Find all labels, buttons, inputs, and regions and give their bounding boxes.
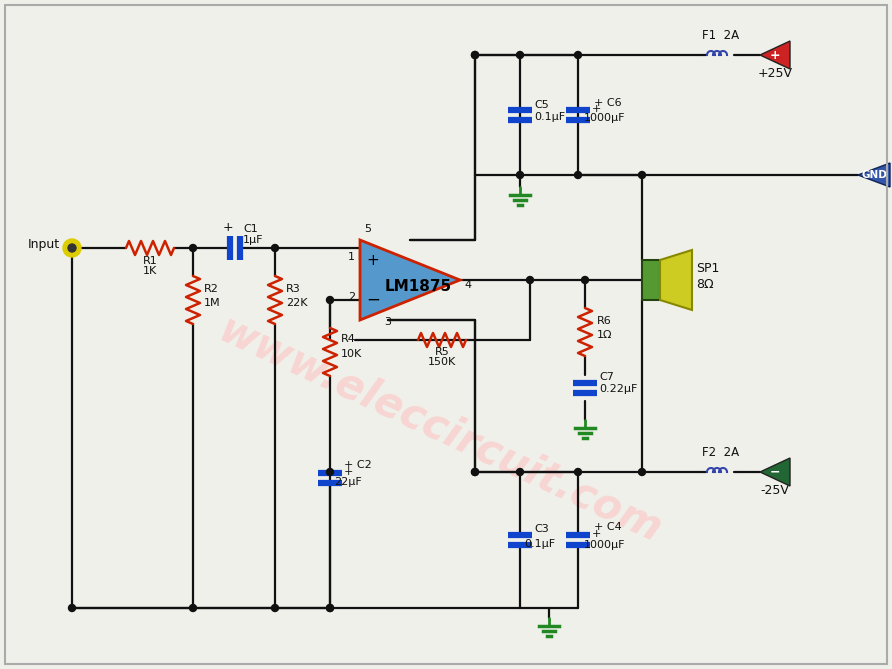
Polygon shape: [760, 458, 790, 486]
Text: C1: C1: [243, 224, 258, 234]
Text: Input: Input: [28, 238, 60, 251]
Circle shape: [472, 52, 478, 58]
Circle shape: [516, 52, 524, 58]
Circle shape: [271, 605, 278, 611]
Text: C7: C7: [599, 372, 614, 382]
Text: 5: 5: [365, 224, 371, 234]
Polygon shape: [760, 41, 790, 69]
Circle shape: [639, 468, 646, 476]
Circle shape: [326, 468, 334, 476]
Text: 10K: 10K: [341, 349, 362, 359]
Text: www.eleccircuit.com: www.eleccircuit.com: [211, 308, 668, 551]
Text: R2: R2: [204, 284, 219, 294]
Text: C5: C5: [534, 100, 549, 110]
Circle shape: [69, 605, 76, 611]
Text: R6: R6: [597, 316, 612, 326]
Circle shape: [472, 52, 478, 58]
Text: SP1: SP1: [696, 262, 719, 275]
Text: R3: R3: [286, 284, 301, 294]
Circle shape: [574, 468, 582, 476]
Text: −: −: [770, 466, 780, 478]
Text: R4: R4: [341, 334, 356, 344]
Text: -25V: -25V: [761, 484, 789, 497]
Polygon shape: [660, 250, 692, 310]
Text: 22μF: 22μF: [334, 477, 362, 487]
Text: F1  2A: F1 2A: [702, 29, 739, 42]
Circle shape: [326, 605, 334, 611]
Circle shape: [326, 605, 334, 611]
Circle shape: [639, 171, 646, 179]
Text: −: −: [366, 291, 380, 309]
Circle shape: [472, 468, 478, 476]
Text: +25V: +25V: [757, 67, 792, 80]
Text: 1K: 1K: [143, 266, 157, 276]
Text: + C4: + C4: [594, 522, 622, 532]
Text: +: +: [770, 48, 780, 62]
Polygon shape: [360, 240, 460, 320]
Text: GND: GND: [861, 170, 887, 180]
Text: +: +: [223, 221, 234, 234]
Text: 1: 1: [348, 252, 355, 262]
Text: 22K: 22K: [286, 298, 308, 308]
Circle shape: [516, 468, 524, 476]
Text: R5: R5: [434, 347, 450, 357]
Text: R1: R1: [143, 256, 157, 266]
Text: 1Ω: 1Ω: [597, 330, 613, 340]
Text: + C2: + C2: [344, 460, 372, 470]
Text: 4: 4: [464, 280, 471, 290]
Text: +: +: [592, 529, 601, 539]
Circle shape: [189, 244, 196, 252]
Text: + C6: + C6: [594, 98, 622, 108]
Circle shape: [574, 171, 582, 179]
Circle shape: [472, 468, 478, 476]
Text: +: +: [592, 104, 601, 114]
Text: 3: 3: [384, 317, 392, 327]
Text: +: +: [367, 252, 379, 268]
Circle shape: [574, 52, 582, 58]
Text: 0.1μF: 0.1μF: [524, 539, 555, 549]
Text: 0.1μF: 0.1μF: [534, 112, 566, 122]
Circle shape: [582, 276, 589, 284]
Circle shape: [526, 276, 533, 284]
Text: C3: C3: [534, 524, 549, 534]
Text: LM1875: LM1875: [384, 278, 451, 294]
Text: 150K: 150K: [428, 357, 456, 367]
Text: 1μF: 1μF: [243, 235, 263, 245]
Text: F2  2A: F2 2A: [702, 446, 739, 459]
Circle shape: [271, 244, 278, 252]
Bar: [642, 260, 660, 300]
Circle shape: [516, 171, 524, 179]
Polygon shape: [858, 163, 890, 187]
Text: 8Ω: 8Ω: [696, 278, 714, 291]
Text: 1000μF: 1000μF: [584, 540, 625, 550]
Text: 0.22μF: 0.22μF: [599, 384, 638, 394]
Circle shape: [189, 605, 196, 611]
Text: 2: 2: [348, 292, 355, 302]
Circle shape: [326, 296, 334, 304]
Text: +: +: [344, 467, 353, 477]
Circle shape: [68, 244, 76, 252]
Text: 1000μF: 1000μF: [584, 113, 625, 123]
Circle shape: [63, 239, 81, 257]
Text: 1M: 1M: [204, 298, 220, 308]
